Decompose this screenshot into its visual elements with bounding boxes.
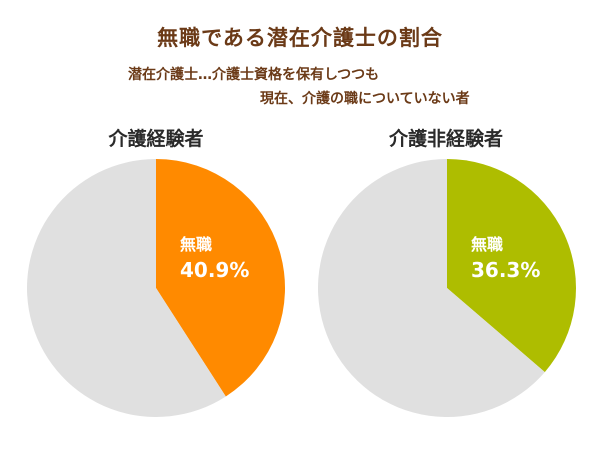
slice-value-label: 36.3% xyxy=(471,258,540,282)
pie-slice-unemployed xyxy=(447,159,576,373)
pie-chart-inexperienced: 無職 36.3% xyxy=(318,159,576,417)
pie-slice-other xyxy=(26,159,226,418)
pie-slice-unemployed xyxy=(156,159,285,397)
pie-chart-experienced: 無職 40.9% xyxy=(26,159,285,418)
chart-title: 無職である潜在介護士の割合 xyxy=(157,26,443,50)
definition-note-line1: 潜在介護士…介護士資格を保有しつつも xyxy=(128,67,380,83)
pie-slice-other xyxy=(318,159,545,417)
slice-value-label: 40.9% xyxy=(180,258,249,282)
definition-note-line2: 現在、介護の職についていない者 xyxy=(260,91,470,107)
pie-title-experienced: 介護経験者 xyxy=(108,128,204,150)
slice-label: 無職 xyxy=(180,235,212,254)
pie-title-inexperienced: 介護非経験者 xyxy=(388,128,503,150)
slice-label: 無職 xyxy=(471,235,503,254)
